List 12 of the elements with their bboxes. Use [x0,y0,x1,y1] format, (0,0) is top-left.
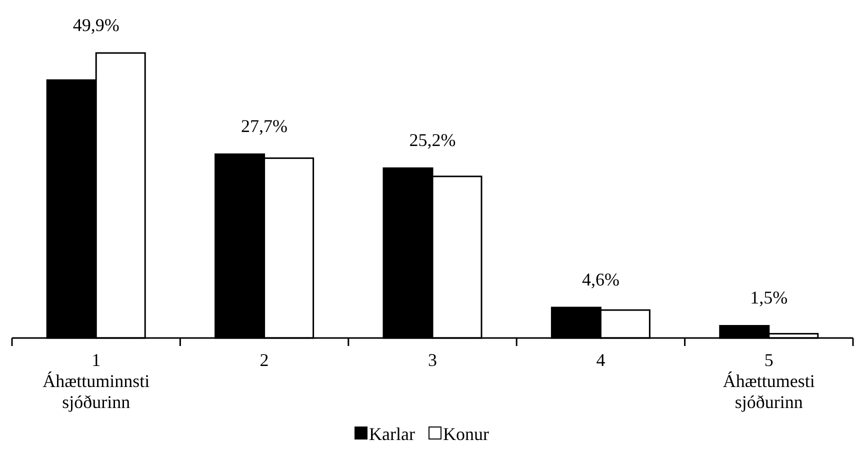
annotation: 4,6% [582,270,620,290]
legend-label: Karlar [369,424,415,444]
text: 49,9% [72,15,120,35]
annotation: 25,2% [409,130,456,150]
legend-label: Konur [443,424,489,444]
x-tick-label: 5 Áhættumesti sjóðurinn [722,350,815,412]
annotation: 1,5% [750,288,788,308]
x-tick-label: 1 Áhættuminnsti sjóðurinn [42,350,150,412]
x-tick-label: 2 [260,350,269,370]
x-tick-label: 4 [596,350,606,370]
annotation: 27,7% [241,116,288,136]
x-tick-label: 3 [428,350,437,370]
